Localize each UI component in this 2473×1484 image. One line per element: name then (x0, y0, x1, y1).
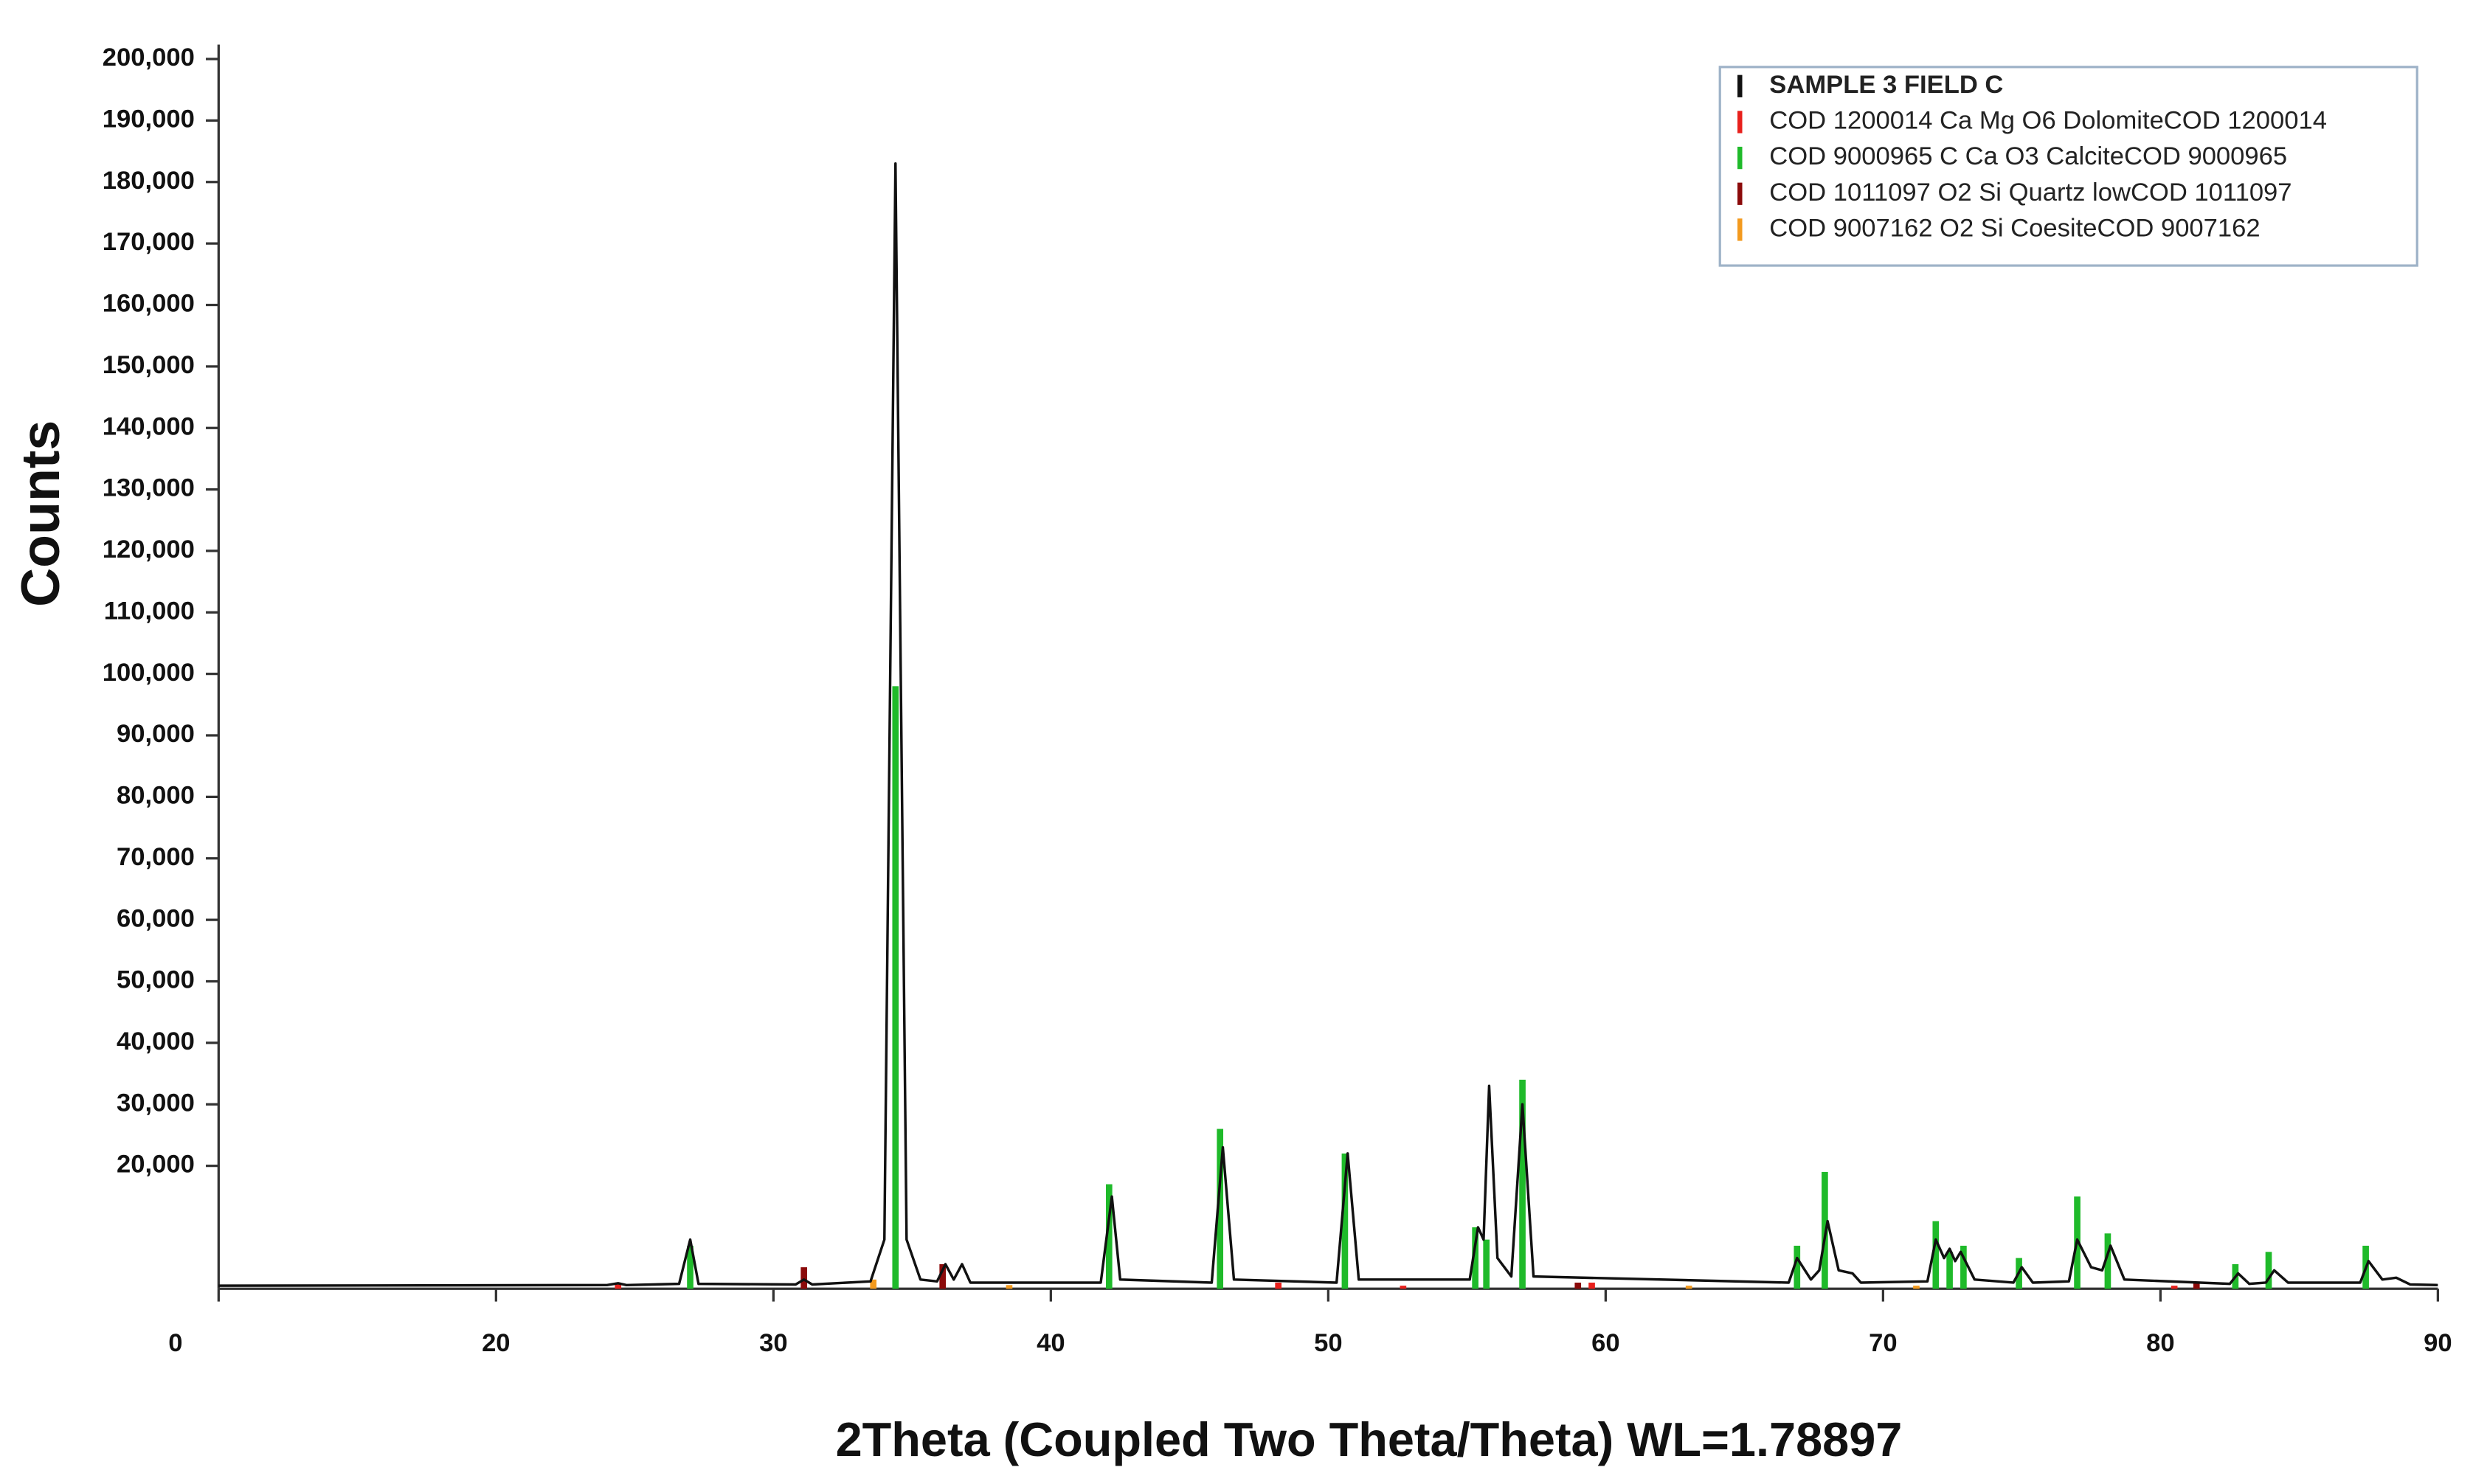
legend-box (1718, 66, 2418, 267)
y-tick-label: 40,000 (117, 1027, 195, 1055)
y-tick-label: 180,000 (103, 167, 195, 195)
reference-stick (800, 1267, 808, 1289)
legend-swatch (1737, 74, 1743, 97)
reference-stick (1574, 1282, 1582, 1289)
legend-label: COD 1011097 O2 Si Quartz lowCOD 1011097 (1769, 178, 2292, 207)
x-tick-label: 20 (482, 1329, 510, 1357)
reference-stick (2265, 1252, 2272, 1289)
reference-stick (1400, 1286, 1407, 1289)
reference-stick (939, 1263, 947, 1289)
x-tick-label: 40 (1037, 1329, 1065, 1357)
reference-stick (1275, 1282, 1282, 1289)
y-tick-label: 170,000 (103, 228, 195, 256)
x-tick-label: 80 (2146, 1329, 2174, 1357)
reference-stick (1932, 1221, 1940, 1289)
x-tick-label: 90 (2424, 1329, 2452, 1357)
y-tick-label: 100,000 (103, 659, 195, 687)
y-tick-label: 160,000 (103, 290, 195, 318)
reference-stick (1794, 1245, 1801, 1289)
reference-stick (687, 1245, 694, 1289)
y-tick-label: 70,000 (117, 843, 195, 871)
y-tick-label: 20,000 (117, 1151, 195, 1179)
reference-stick (1483, 1239, 1490, 1289)
y-tick-label: 60,000 (117, 904, 195, 932)
reference-stick (615, 1282, 622, 1289)
reference-stick (1519, 1079, 1526, 1289)
reference-stick (870, 1279, 877, 1289)
y-tick-label: 90,000 (117, 720, 195, 748)
reference-stick (2171, 1286, 2178, 1289)
y-tick-label: 50,000 (117, 966, 195, 994)
x-tick-label: 60 (1591, 1329, 1619, 1357)
reference-stick (1217, 1128, 1224, 1289)
y-tick-label: 30,000 (117, 1089, 195, 1117)
reference-stick (1588, 1282, 1595, 1289)
y-tick-label: 140,000 (103, 412, 195, 440)
x-tick-label: 30 (759, 1329, 787, 1357)
y-axis-title: Counts (10, 420, 71, 607)
y-tick-label: 150,000 (103, 351, 195, 379)
reference-stick (1341, 1153, 1349, 1289)
legend-swatch (1737, 111, 1743, 134)
y-tick-label: 120,000 (103, 535, 195, 564)
legend-label: COD 9000965 C Ca O3 CalciteCOD 9000965 (1769, 142, 2287, 170)
y-tick-label: 130,000 (103, 474, 195, 502)
reference-stick (1685, 1286, 1692, 1289)
reference-stick (2104, 1233, 2111, 1289)
reference-stick (892, 686, 899, 1289)
x-tick-label: 70 (1869, 1329, 1897, 1357)
reference-stick (1006, 1285, 1013, 1289)
legend-label: COD 1200014 Ca Mg O6 DolomiteCOD 1200014 (1769, 107, 2327, 135)
y-tick-label: 190,000 (103, 105, 195, 134)
y-tick-label: 200,000 (103, 44, 195, 72)
pattern-line (218, 162, 2438, 1287)
legend-label: COD 9007162 O2 Si CoesiteCOD 9007162 (1769, 215, 2260, 243)
y-tick-label: 110,000 (104, 597, 195, 625)
legend-label: SAMPLE 3 FIELD C (1769, 71, 2003, 99)
legend-swatch (1737, 182, 1743, 205)
reference-stick (1913, 1286, 1920, 1289)
legend: SAMPLE 3 FIELD C COD 1200014 Ca Mg O6 Dol… (1718, 66, 2418, 267)
y-tick-label: 80,000 (117, 782, 195, 810)
reference-stick (1472, 1227, 1478, 1289)
x-tick-label: 0 (168, 1329, 182, 1357)
reference-stick (1105, 1184, 1113, 1289)
legend-swatch (1737, 146, 1743, 170)
reference-stick (1960, 1245, 1967, 1289)
x-axis-title: 2Theta (Coupled Two Theta/Theta) WL=1.78… (836, 1412, 1903, 1466)
x-tick-label: 50 (1314, 1329, 1342, 1357)
reference-stick (2193, 1282, 2200, 1289)
legend-swatch (1737, 218, 1743, 241)
reference-stick (1946, 1252, 1953, 1289)
